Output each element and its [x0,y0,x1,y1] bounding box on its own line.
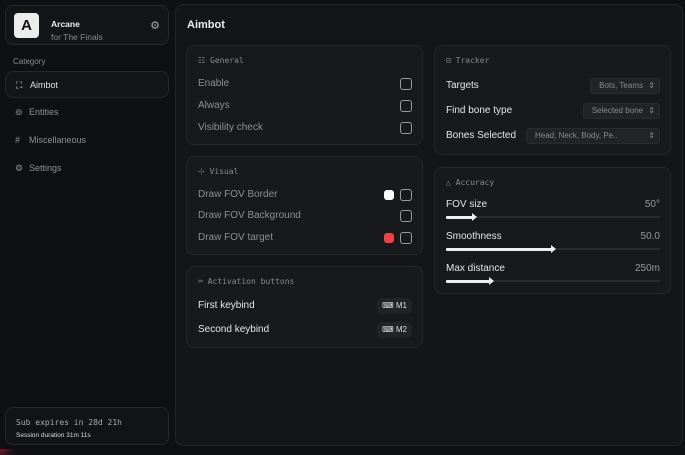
bone-type-select[interactable]: Selected bone ⇕ [582,103,660,119]
subscription-card: Sub expires in 28d 21h Session duration … [5,407,169,445]
draw-fov-target-row: Draw FOV target [198,230,412,246]
tracker-header: ⊟ Tracker [446,56,490,65]
sidebar-item-aimbot[interactable]: ⛶ Aimbot [5,71,169,98]
triangle-icon: △ [446,178,456,187]
slider-thumb[interactable] [488,277,494,285]
chevron-updown-icon: ⇕ [648,106,655,115]
enable-checkbox[interactable] [400,78,412,90]
app-subtitle: for The Finals [51,32,103,42]
visual-header: ⊹ Visual [198,167,239,176]
slider-fill [446,215,474,219]
slider-track[interactable] [446,277,660,285]
bones-selected-row: Bones Selected Head, Neck, Body, Pe.. ⇕ [446,128,660,144]
draw-fov-background-checkbox[interactable] [400,210,412,222]
sidebar-item-label: Aimbot [30,80,59,90]
always-checkbox[interactable] [400,100,412,112]
draw-fov-border-row: Draw FOV Border [198,187,412,203]
page-title: Aimbot [187,19,225,31]
session-duration: Session duration 31m 11s [16,432,91,439]
slider-label: Smoothness [446,231,502,242]
visibility-check-checkbox[interactable] [400,122,412,134]
crosshair-icon: ⛶ [16,80,23,90]
slider-max-distance[interactable]: Max distance 250m [446,263,660,291]
visual-card: ⊹ Visual Draw FOV Border Draw FOV Backgr… [186,156,423,255]
general-card: ☷ General Enable Always Visibility check [186,45,423,145]
always-row: Always [198,98,412,114]
keyboard-icon: ⌨ [382,301,396,310]
second-keybind-button[interactable]: ⌨ M2 [377,322,412,338]
visibility-check-row: Visibility check [198,120,412,136]
app-name: Arcane [51,19,80,29]
first-keybind-row: First keybind ⌨ M1 [198,298,412,314]
sidebar-item-settings[interactable]: ⚙ Settings [5,155,169,182]
main-panel: Aimbot ☷ General Enable Always Visibilit… [175,4,683,446]
find-bone-type-row: Find bone type Selected bone ⇕ [446,103,660,119]
scan-icon: ⊚ [15,107,23,117]
accuracy-header: △ Accuracy [446,178,495,187]
draw-fov-target-checkbox[interactable] [400,232,412,244]
fov-target-color-swatch[interactable] [384,233,394,243]
chevron-updown-icon: ⇕ [648,81,655,90]
slider-fov-size[interactable]: FOV size 50° [446,199,660,227]
chevron-updown-icon: ⇕ [648,131,655,140]
tracker-card: ⊟ Tracker Targets Bots, Teams ⇕ Find bone … [434,45,671,155]
second-keybind-row: Second keybind ⌨ M2 [198,322,412,338]
keyboard-icon: ⌨ [382,325,396,334]
sidebar-item-miscellaneous[interactable]: # Miscellaneous [5,127,169,154]
slider-label: FOV size [446,199,488,210]
fov-border-color-swatch[interactable] [384,190,394,200]
sub-expires: Sub expires in 28d 21h [16,418,122,427]
sidebar-item-entities[interactable]: ⊚ Entities [5,99,169,126]
activation-header: ⌨ Activation buttons [198,277,295,286]
first-keybind-button[interactable]: ⌨ M1 [377,298,412,314]
tracker-icon: ⊟ [446,56,456,65]
slider-fill [446,279,491,283]
settings-gear-icon[interactable]: ⚙ [150,20,160,32]
general-header: ☷ General [198,56,244,65]
grid-icon: # [15,135,21,145]
sidebar-item-label: Settings [29,163,62,173]
slider-thumb[interactable] [471,213,477,221]
sidebar-item-label: Entities [29,107,59,117]
slider-fill [446,247,553,251]
draw-fov-border-checkbox[interactable] [400,189,412,201]
menu-icon: ☷ [198,56,210,65]
slider-track[interactable] [446,213,660,221]
slider-value: 50° [644,199,660,210]
category-label: Category [13,57,46,66]
accuracy-card: △ Accuracy FOV size 50° Smoothness 50.0 Max … [434,167,671,294]
bones-selected-select[interactable]: Head, Neck, Body, Pe.. ⇕ [526,128,660,144]
slider-label: Max distance [446,263,505,274]
slider-value: 50.0 [640,231,660,242]
targets-select[interactable]: Bots, Teams ⇕ [590,78,660,94]
slider-track[interactable] [446,245,660,253]
slider-smoothness[interactable]: Smoothness 50.0 [446,231,660,259]
draw-fov-background-row: Draw FOV Background [198,208,412,224]
app-logo: A [14,13,39,38]
slider-value: 250m [634,263,660,274]
sidebar-item-label: Miscellaneous [29,135,87,145]
gear-icon: ⚙ [15,163,24,173]
target-icon: ⊹ [198,167,210,176]
slider-thumb[interactable] [551,245,556,253]
brand-card: A Arcane for The Finals ⚙ [5,5,169,45]
activation-card: ⌨ Activation buttons First keybind ⌨ M1 S… [186,266,423,348]
sidebar: A Arcane for The Finals ⚙ Category ⛶ Aimb… [0,0,173,449]
keyboard-icon: ⌨ [198,277,208,286]
enable-row: Enable [198,76,412,92]
targets-row: Targets Bots, Teams ⇕ [446,78,660,94]
